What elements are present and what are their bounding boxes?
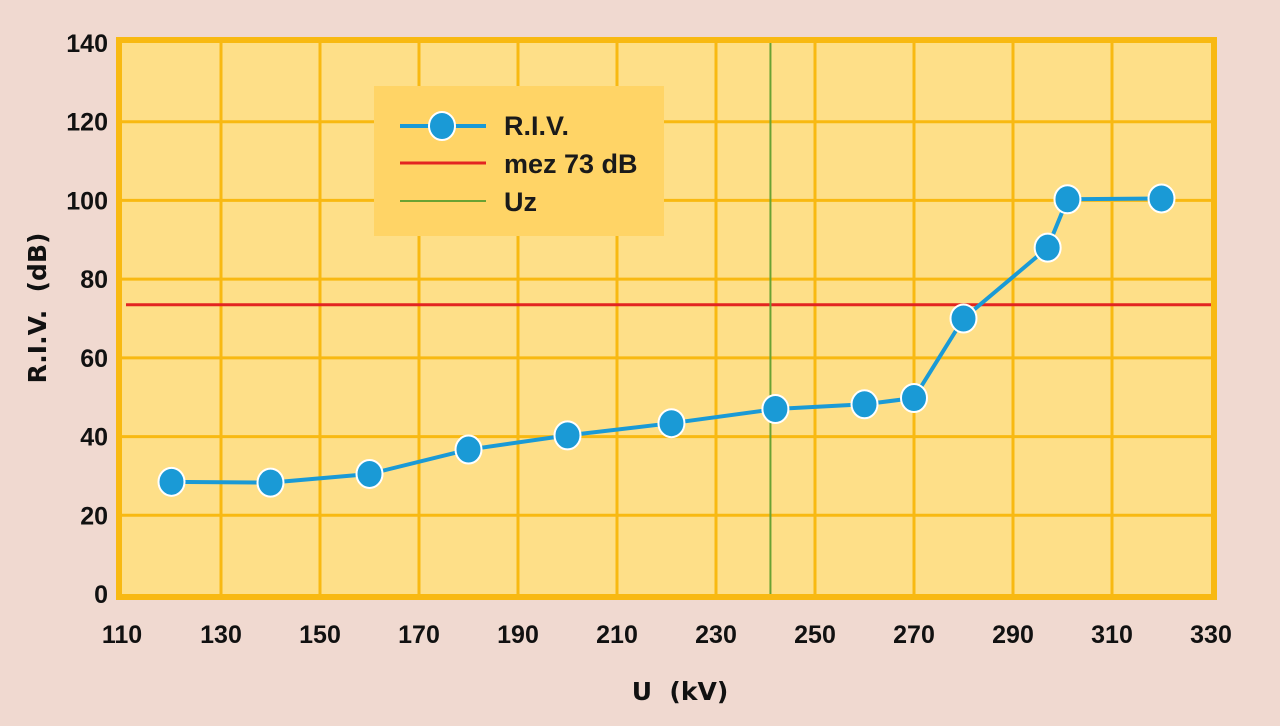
x-tick-290: 290 <box>992 621 1034 649</box>
data-point-120 <box>157 466 186 497</box>
y-tick-40: 40 <box>80 424 108 452</box>
data-point-200 <box>553 420 582 451</box>
y-tick-80: 80 <box>80 266 108 294</box>
x-tick-110: 110 <box>102 621 142 649</box>
data-point-221 <box>657 408 686 439</box>
plot-area <box>122 43 1211 594</box>
data-point-270 <box>900 383 928 414</box>
legend-riv-label: R.I.V. <box>504 111 569 141</box>
legend: R.I.V. mez 73 dB Uz <box>374 86 664 236</box>
x-tick-170: 170 <box>398 621 440 649</box>
data-point-260 <box>850 389 879 420</box>
data-point-320 <box>1147 183 1176 214</box>
data-series <box>157 183 1176 498</box>
x-tick-210: 210 <box>596 621 638 649</box>
reference-lines <box>126 43 1211 594</box>
y-tick-100: 100 <box>66 187 108 215</box>
y-tick-140: 140 <box>66 30 108 58</box>
data-point-301 <box>1053 184 1082 215</box>
data-point-242 <box>761 394 790 425</box>
x-tick-330: 330 <box>1190 621 1232 649</box>
x-tick-150: 150 <box>299 621 341 649</box>
y-tick-0: 0 <box>94 581 108 609</box>
y-tick-120: 120 <box>66 109 108 137</box>
x-axis-label: U (kV) <box>632 677 729 706</box>
data-point-280 <box>949 303 978 334</box>
x-tick-labels: 110 130 150 170 190 210 230 250 270 290 310 330 <box>102 621 1232 649</box>
y-tick-60: 60 <box>80 345 108 373</box>
data-point-140 <box>256 467 285 498</box>
y-tick-labels: 0 20 40 60 80 100 120 140 <box>66 30 108 609</box>
legend-box <box>374 86 664 236</box>
x-tick-250: 250 <box>794 621 836 649</box>
x-tick-130: 130 <box>200 621 242 649</box>
x-tick-190: 190 <box>497 621 539 649</box>
x-tick-270: 270 <box>893 621 935 649</box>
legend-limit-label: mez 73 dB <box>504 149 638 179</box>
data-point-160 <box>355 458 384 489</box>
legend-uz-label: Uz <box>504 187 537 217</box>
data-point-297 <box>1033 232 1062 263</box>
y-tick-20: 20 <box>80 502 108 530</box>
data-point-180 <box>454 434 483 465</box>
legend-riv-marker <box>428 111 456 141</box>
y-axis-label: R.I.V. (dB) <box>23 233 52 384</box>
x-tick-310: 310 <box>1091 621 1133 649</box>
x-tick-230: 230 <box>695 621 737 649</box>
